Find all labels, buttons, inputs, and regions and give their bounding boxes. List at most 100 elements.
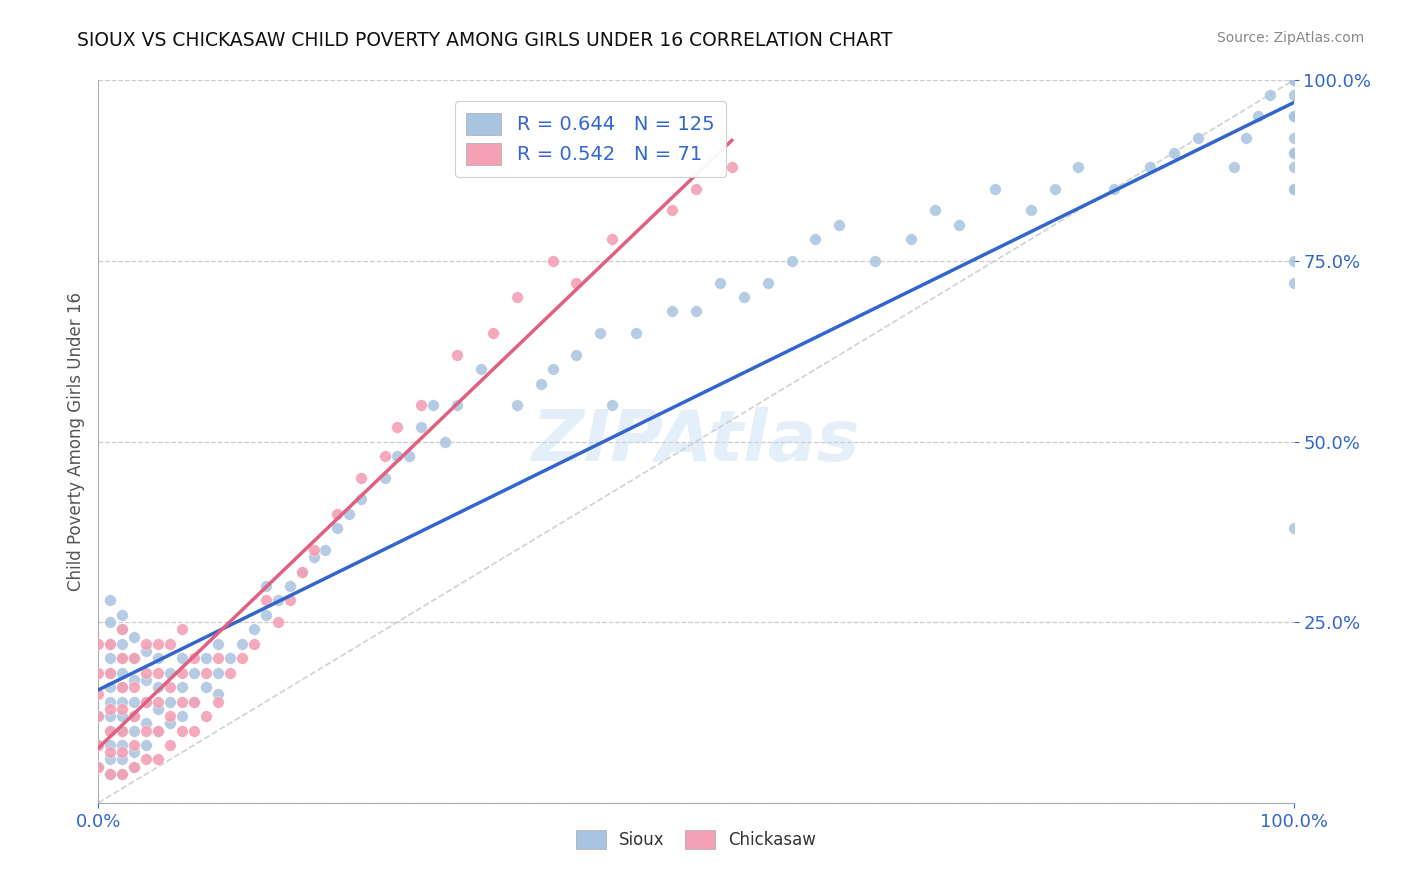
Point (195, 680, 218, 694)
Point (411, 420, 433, 434)
Point (111, 709, 134, 723)
Point (98, 615, 122, 630)
Point (374, 449, 396, 463)
Point (135, 695, 157, 709)
Point (148, 723, 170, 738)
Point (98, 695, 122, 709)
Point (1282, 110, 1305, 124)
Point (267, 615, 290, 630)
Point (481, 326, 505, 340)
Point (111, 702, 134, 716)
Point (984, 182, 1007, 196)
Point (98, 593, 122, 607)
Point (1282, 253, 1305, 268)
Point (87, 687, 110, 701)
Point (159, 680, 181, 694)
Point (148, 680, 170, 694)
Point (124, 709, 146, 723)
Point (1163, 145, 1185, 160)
Point (172, 709, 194, 723)
Point (98, 723, 122, 738)
Point (530, 376, 553, 391)
Point (541, 253, 564, 268)
Point (385, 420, 409, 434)
Point (1282, 182, 1305, 196)
Point (148, 702, 170, 716)
Point (506, 290, 529, 304)
Point (135, 695, 157, 709)
Point (124, 673, 146, 687)
Point (111, 651, 134, 665)
Point (148, 665, 170, 680)
Text: ZIPAtlas: ZIPAtlas (531, 407, 860, 476)
Point (172, 680, 194, 694)
Point (626, 326, 648, 340)
Point (1234, 131, 1257, 145)
Point (315, 542, 337, 557)
Legend: Sioux, Chickasaw: Sioux, Chickasaw (569, 823, 823, 856)
Point (111, 767, 134, 781)
Point (111, 745, 134, 759)
Point (195, 651, 218, 665)
Point (98, 665, 122, 680)
Point (709, 276, 731, 290)
Point (124, 760, 146, 774)
Point (924, 203, 946, 218)
Point (207, 637, 229, 651)
Point (148, 651, 170, 665)
Point (183, 695, 205, 709)
Point (111, 752, 134, 766)
Point (135, 665, 157, 680)
Point (87, 738, 110, 752)
Text: SIOUX VS CHICKASAW CHILD POVERTY AMONG GIRLS UNDER 16 CORRELATION CHART: SIOUX VS CHICKASAW CHILD POVERTY AMONG G… (77, 31, 893, 50)
Point (661, 304, 683, 318)
Point (422, 398, 444, 412)
Point (243, 623, 266, 637)
Point (254, 593, 277, 607)
Point (87, 760, 110, 774)
Point (828, 218, 851, 232)
Point (1282, 110, 1305, 124)
Point (278, 579, 301, 593)
Y-axis label: Child Poverty Among Girls Under 16: Child Poverty Among Girls Under 16 (66, 292, 84, 591)
Point (1019, 203, 1042, 218)
Point (111, 623, 134, 637)
Point (98, 665, 122, 680)
Point (291, 565, 314, 579)
Point (434, 434, 457, 449)
Point (326, 521, 349, 535)
Point (661, 203, 683, 218)
Point (254, 579, 277, 593)
Point (111, 723, 134, 738)
Point (1282, 145, 1305, 160)
Point (602, 232, 624, 246)
Point (1067, 160, 1090, 174)
Point (124, 695, 146, 709)
Point (98, 709, 122, 723)
Point (1187, 131, 1209, 145)
Point (87, 709, 110, 723)
Point (87, 637, 110, 651)
Point (411, 398, 433, 412)
Point (602, 398, 624, 412)
Point (254, 607, 277, 622)
Point (111, 695, 134, 709)
Point (1223, 160, 1246, 174)
Point (1282, 160, 1305, 174)
Point (159, 695, 181, 709)
Point (124, 630, 146, 644)
Point (98, 723, 122, 738)
Point (124, 745, 146, 759)
Point (98, 680, 122, 694)
Point (98, 745, 122, 759)
Point (1282, 145, 1305, 160)
Point (87, 760, 110, 774)
Point (1282, 73, 1305, 87)
Point (231, 651, 253, 665)
Point (565, 276, 588, 290)
Point (172, 623, 194, 637)
Point (446, 398, 468, 412)
Point (159, 709, 181, 723)
Point (207, 651, 229, 665)
Point (98, 738, 122, 752)
